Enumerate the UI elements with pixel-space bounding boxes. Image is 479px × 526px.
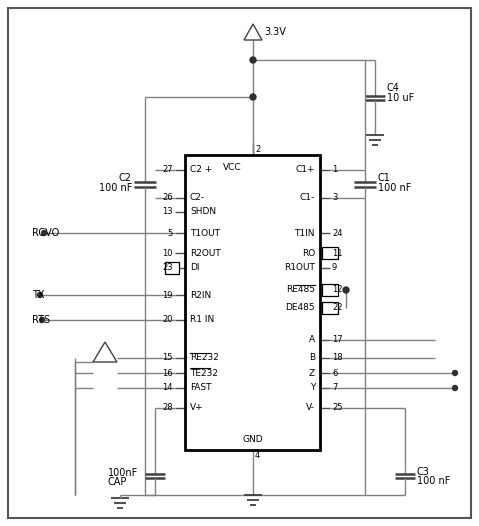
Text: 24: 24 [332,228,342,238]
Circle shape [42,230,46,236]
Bar [165,262,179,274]
Text: R1OUT: R1OUT [284,264,315,272]
Text: 11: 11 [332,248,342,258]
Text: 13: 13 [162,207,173,217]
Polygon shape [244,24,262,40]
Text: 6: 6 [332,369,337,378]
Text: 3.3V: 3.3V [264,27,286,37]
Text: Z: Z [309,369,315,378]
Text: V+: V+ [190,403,204,412]
Text: 9: 9 [332,264,337,272]
Text: RE232: RE232 [190,353,219,362]
Bar [322,247,338,259]
Circle shape [37,292,43,298]
Text: TX: TX [32,290,45,300]
Text: CAP: CAP [108,477,127,487]
Text: V-: V- [306,403,315,412]
Text: DI: DI [190,264,199,272]
Text: RO: RO [302,248,315,258]
Text: T1OUT: T1OUT [190,228,220,238]
Text: A: A [309,336,315,345]
Text: C1+: C1+ [296,166,315,175]
Text: SHDN: SHDN [190,207,216,217]
Text: FAST: FAST [190,383,212,392]
Text: 25: 25 [332,403,342,412]
Polygon shape [93,342,117,362]
Text: C2-: C2- [190,194,205,203]
Text: 100 nF: 100 nF [417,476,450,486]
Text: 4: 4 [255,451,260,460]
Text: 14: 14 [162,383,173,392]
Text: 12: 12 [332,286,342,295]
Bar [185,155,320,450]
Text: R1 IN: R1 IN [190,316,214,325]
Text: 15: 15 [162,353,173,362]
Text: 3: 3 [332,194,337,203]
Text: C4: C4 [387,83,400,93]
Text: B: B [309,353,315,362]
Text: GND: GND [242,436,263,444]
Text: 26: 26 [162,194,173,203]
Text: 20: 20 [162,316,173,325]
Text: 1: 1 [332,166,337,175]
Text: 10 uF: 10 uF [387,93,414,103]
Text: 10: 10 [162,248,173,258]
Text: RCVO: RCVO [32,228,59,238]
Text: TE232: TE232 [190,369,218,378]
Text: 18: 18 [332,353,342,362]
Circle shape [453,386,457,390]
Text: C2: C2 [119,173,132,183]
Text: 5: 5 [168,228,173,238]
Text: 7: 7 [332,383,337,392]
Circle shape [343,287,349,293]
Text: C1: C1 [378,173,391,183]
Text: T1IN: T1IN [295,228,315,238]
Text: 16: 16 [162,369,173,378]
Circle shape [453,370,457,376]
Text: 2: 2 [255,145,260,154]
Text: C2 +: C2 + [190,166,212,175]
Text: 17: 17 [332,336,342,345]
Text: 27: 27 [162,166,173,175]
Text: R2OUT: R2OUT [190,248,221,258]
Text: 100 nF: 100 nF [378,183,411,193]
Text: R2IN: R2IN [190,290,211,299]
Text: 19: 19 [162,290,173,299]
Text: C3: C3 [417,467,430,477]
Bar [322,284,338,296]
Text: Y: Y [309,383,315,392]
Circle shape [250,57,256,63]
Text: VCC: VCC [223,163,242,171]
Bar [322,302,338,314]
Text: 23: 23 [162,264,173,272]
Text: DE485: DE485 [285,304,315,312]
Text: 22: 22 [332,304,342,312]
Text: 28: 28 [162,403,173,412]
Text: 100nF: 100nF [108,468,138,478]
Circle shape [39,318,45,322]
Text: C1-: C1- [300,194,315,203]
Circle shape [250,94,256,100]
Text: RTS: RTS [32,315,50,325]
Text: 100 nF: 100 nF [99,183,132,193]
Text: RE485: RE485 [286,286,315,295]
